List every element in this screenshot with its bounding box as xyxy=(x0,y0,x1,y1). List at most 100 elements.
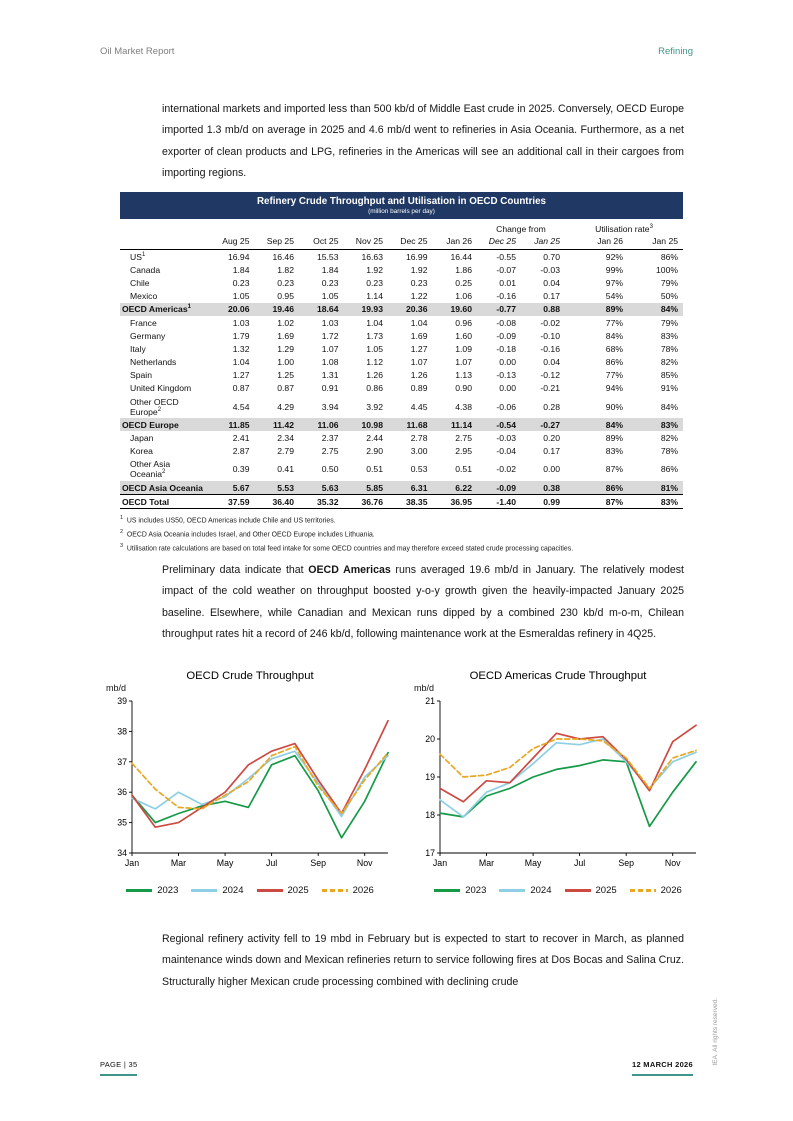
cell-value: 81% xyxy=(660,482,679,493)
chart-oecd-crude-throughput: OECD Crude Throughput mb/d 34 35 36 37 38 39 J… xyxy=(104,670,396,896)
cell-value: 78% xyxy=(660,343,679,354)
cell-value: 2.87 xyxy=(232,446,250,457)
svg-text:Nov: Nov xyxy=(357,858,373,868)
cell-value: 18.64 xyxy=(316,304,339,315)
footnote-marker: 3 xyxy=(120,542,124,549)
cell-value: 0.41 xyxy=(277,464,294,475)
legend-label: 2025 xyxy=(287,885,309,896)
data-table: Change from Utilisation rate3 Aug 25 Sep… xyxy=(120,219,684,509)
cell-value: 68% xyxy=(605,343,623,354)
paragraph-preliminary-data: Preliminary data indicate that OECD Amer… xyxy=(162,560,684,646)
legend-line-sample xyxy=(434,889,461,892)
cell-value: 0.89 xyxy=(410,383,428,394)
footnote-marker: 1 xyxy=(187,304,191,311)
cell-value: 1.05 xyxy=(366,343,383,354)
cell-value: 91% xyxy=(660,383,679,394)
svg-text:Nov: Nov xyxy=(665,858,681,868)
cell-value: -0.07 xyxy=(496,264,516,275)
cell-value: 0.23 xyxy=(366,277,383,288)
column-header-change-jan: Jan 25 xyxy=(521,235,565,250)
column-header: Oct 25 xyxy=(299,235,344,250)
footnote: 3 Utilisation rate calculations are base… xyxy=(120,543,683,552)
charts-row: OECD Crude Throughput mb/d 34 35 36 37 38 39 J… xyxy=(104,670,704,896)
cell-value: 2.37 xyxy=(321,433,339,444)
table-row: France 1.03 1.02 1.03 1.04 1.04 0.96 -0.08 -0.02… xyxy=(120,316,683,329)
utilisation-rate-header: Utilisation rate3 xyxy=(565,219,683,235)
svg-text:Jul: Jul xyxy=(574,858,585,868)
svg-text:19: 19 xyxy=(425,772,435,782)
cell-value: 1.84 xyxy=(321,264,339,275)
table-row: Mexico 1.05 0.95 1.05 1.14 1.22 1.06 -0.16 0.17 5… xyxy=(120,290,683,303)
row-label: Other Asia Oceania2 xyxy=(130,459,171,480)
cell-value: 1.73 xyxy=(366,330,383,341)
column-header-util-jan26: Jan 26 xyxy=(565,235,628,250)
cell-value: 0.20 xyxy=(543,433,560,444)
cell-value: 16.94 xyxy=(227,251,250,262)
cell-value: 0.00 xyxy=(543,464,560,475)
svg-text:May: May xyxy=(217,858,234,868)
spacer-cell xyxy=(120,219,477,235)
table-row: OECD Asia Oceania 5.67 5.53 5.63 5.85 6.31 6.2… xyxy=(120,481,684,495)
cell-value: -0.13 xyxy=(496,370,516,381)
cell-value: 0.23 xyxy=(232,277,250,288)
cell-value: 1.26 xyxy=(410,370,428,381)
legend-label: 2026 xyxy=(660,885,682,896)
cell-value: 83% xyxy=(660,330,679,341)
cell-value: 36.40 xyxy=(272,496,294,507)
cell-value: 1.69 xyxy=(410,330,428,341)
cell-value: 0.25 xyxy=(455,277,472,288)
column-header: Sep 25 xyxy=(254,235,299,250)
cell-value: 0.51 xyxy=(455,464,472,475)
legend-line-sample xyxy=(256,889,283,892)
cell-value: 2.44 xyxy=(366,433,383,444)
cell-value: 38.35 xyxy=(405,496,428,507)
legend-line-sample xyxy=(126,889,153,892)
cell-value: 92% xyxy=(605,251,623,262)
cell-value: 94% xyxy=(605,383,623,394)
paragraph-text: runs averaged 19.6 mb/d in January. The … xyxy=(162,564,684,641)
chart-title: OECD Americas Crude Throughput xyxy=(469,670,647,682)
cell-value: 4.54 xyxy=(232,401,250,412)
cell-value: 0.23 xyxy=(321,277,339,288)
cell-value: 84% xyxy=(660,401,679,412)
cell-value: 1.79 xyxy=(232,330,250,341)
cell-value: 83% xyxy=(660,496,679,507)
cell-value: 11.85 xyxy=(228,419,250,430)
cell-value: 0.17 xyxy=(543,446,560,457)
cell-value: 1.04 xyxy=(410,317,428,328)
cell-value: -0.04 xyxy=(496,446,516,457)
cell-value: 11.42 xyxy=(272,419,294,430)
table-title: Refinery Crude Throughput and Utilisatio… xyxy=(256,196,546,207)
cell-value: 0.70 xyxy=(543,251,560,262)
cell-value: -0.02 xyxy=(496,464,516,475)
cell-value: 1.25 xyxy=(277,370,294,381)
cell-value: 37.59 xyxy=(227,496,250,507)
cell-value: 50% xyxy=(660,291,679,302)
row-label: Mexico xyxy=(130,291,158,302)
cell-value: 0.87 xyxy=(232,383,250,394)
page-footer: PAGE | 35 12 MARCH 2026 xyxy=(100,1060,693,1076)
row-label: US1 xyxy=(130,251,146,262)
cell-value: 19.93 xyxy=(361,304,383,315)
column-header: Aug 25 xyxy=(210,235,255,250)
cell-value: -0.06 xyxy=(496,401,516,412)
cell-value: 1.07 xyxy=(410,357,428,368)
cell-value: 0.51 xyxy=(366,464,383,475)
cell-value: 78% xyxy=(660,446,679,457)
footer-date: 12 MARCH 2026 xyxy=(631,1060,693,1076)
column-header: Jan 26 xyxy=(432,235,477,250)
cell-value: 0.39 xyxy=(232,464,250,475)
row-label: France xyxy=(130,317,157,328)
legend-label: 2025 xyxy=(595,885,617,896)
cell-value: 1.09 xyxy=(455,343,472,354)
table-row: Italy 1.32 1.29 1.07 1.05 1.27 1.09 -0.18 -0.16 6… xyxy=(120,342,683,355)
cell-value: 3.00 xyxy=(410,446,428,457)
plot-area: 17 18 19 20 21 Jan Mar May Jul Sep Nov xyxy=(412,695,704,878)
row-label: Italy xyxy=(130,343,146,354)
cell-value: 90% xyxy=(605,401,623,412)
cell-value: 5.53 xyxy=(277,482,294,493)
cell-value: 0.95 xyxy=(277,291,294,302)
table-title-bar: Refinery Crude Throughput and Utilisatio… xyxy=(120,192,683,219)
column-header-util-jan25: Jan 25 xyxy=(628,235,684,250)
